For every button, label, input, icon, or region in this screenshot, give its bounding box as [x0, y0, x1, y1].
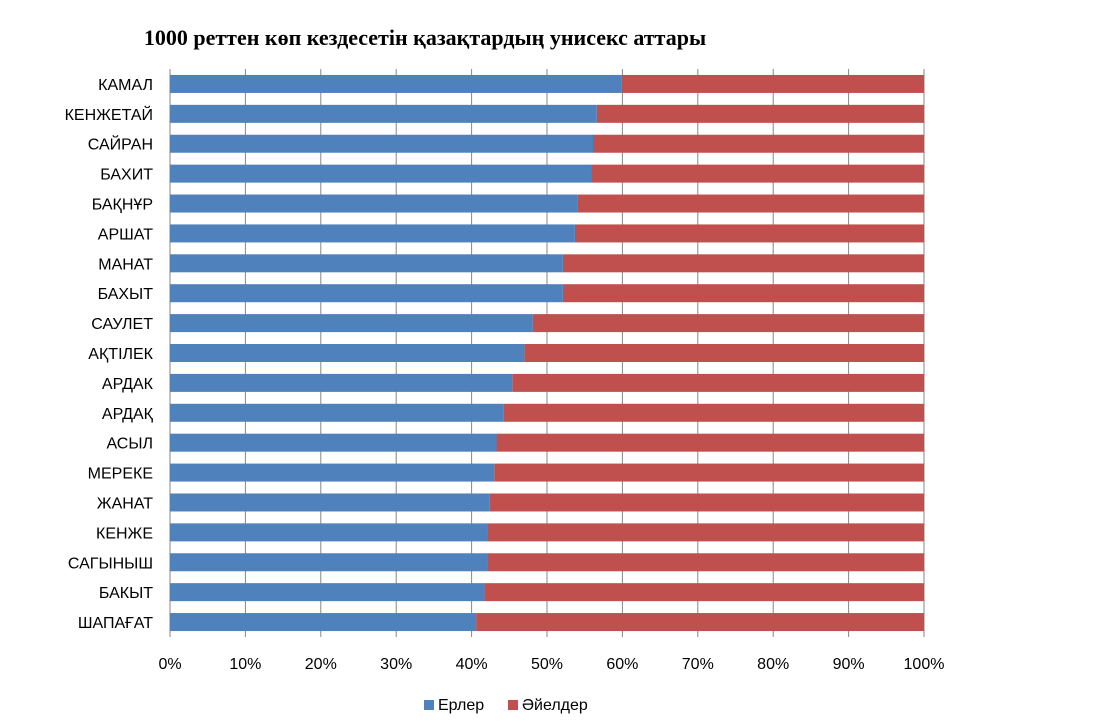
bar-women	[496, 433, 924, 452]
y-category-label: ШАПАҒАТ	[78, 615, 153, 632]
bar-men	[170, 433, 497, 452]
bar-women	[532, 314, 924, 333]
y-category-label: МЕРЕКЕ	[88, 466, 153, 483]
bar-women	[512, 373, 924, 392]
legend-label: Әйелдер	[522, 697, 588, 714]
bar-women	[494, 463, 924, 482]
bar-men	[170, 164, 592, 183]
bar-men	[170, 523, 488, 542]
y-category-label: ЖАНАТ	[97, 495, 153, 512]
bar-men	[170, 194, 578, 213]
bar-women	[524, 344, 924, 362]
bar-men	[170, 74, 622, 93]
y-category-label: БАХИТ	[100, 167, 153, 184]
y-category-label: БАХЫТ	[98, 286, 154, 303]
bar-men	[170, 284, 563, 303]
x-tick-label: 40%	[456, 656, 488, 673]
x-tick-label: 70%	[682, 656, 714, 673]
bar-men	[170, 254, 563, 273]
y-category-label: САЙРАН	[88, 135, 153, 154]
x-tick-label: 50%	[531, 656, 563, 673]
bar-women	[592, 134, 924, 153]
legend-swatch	[508, 700, 518, 710]
bar-men	[170, 493, 490, 512]
y-category-label: БАКЫТ	[99, 585, 153, 602]
bar-women	[484, 583, 924, 602]
x-tick-label: 60%	[606, 656, 638, 673]
y-category-label: КЕНЖЕ	[96, 525, 153, 542]
bar-men	[170, 613, 477, 632]
y-category-label: БАҚНҰР	[92, 197, 153, 214]
y-category-label: САУЛЕТ	[91, 316, 153, 333]
bar-men	[170, 224, 575, 243]
y-category-label: САГЫНЫШ	[68, 555, 153, 572]
legend-label: Ерлер	[438, 697, 484, 714]
bar-men	[170, 314, 533, 333]
bar-women	[487, 553, 924, 572]
y-category-label: КАМАЛ	[98, 77, 153, 94]
x-tick-label: 80%	[757, 656, 789, 673]
y-category-label: АСЫЛ	[106, 436, 153, 453]
y-category-label: АРДАК	[102, 376, 154, 393]
x-tick-label: 0%	[158, 656, 181, 673]
bar-men	[170, 463, 495, 482]
bar-men	[170, 104, 597, 123]
x-tick-label: 10%	[229, 656, 261, 673]
bar-men	[170, 344, 525, 362]
bar-men	[170, 373, 513, 392]
x-tick-label: 30%	[380, 656, 412, 673]
bar-women	[562, 284, 924, 303]
bar-women	[596, 104, 924, 123]
bar-men	[170, 553, 488, 572]
chart-title: 1000 реттен көп кездесетін қазақтардың у…	[144, 25, 706, 50]
bar-women	[562, 254, 924, 273]
bar-women	[591, 164, 924, 183]
bar-women	[577, 194, 924, 213]
x-tick-label: 90%	[833, 656, 865, 673]
bar-women	[621, 74, 924, 93]
bar-women	[503, 403, 924, 422]
y-category-label: КЕНЖЕТАЙ	[65, 105, 153, 124]
bar-women	[487, 523, 924, 542]
bar-women	[574, 224, 924, 243]
x-tick-label: 20%	[305, 656, 337, 673]
y-category-label: АРДАҚ	[102, 406, 154, 423]
bar-men	[170, 134, 593, 153]
bar-men	[170, 403, 504, 422]
legend-swatch	[424, 700, 434, 710]
bar-men	[170, 583, 485, 602]
bar-women	[489, 493, 924, 512]
y-category-label: АҚТІЛЕК	[88, 346, 153, 363]
x-tick-label: 100%	[904, 656, 945, 673]
bar-women	[476, 613, 924, 632]
y-category-label: АРШАТ	[98, 226, 153, 243]
y-category-label: МАНАТ	[98, 256, 153, 273]
